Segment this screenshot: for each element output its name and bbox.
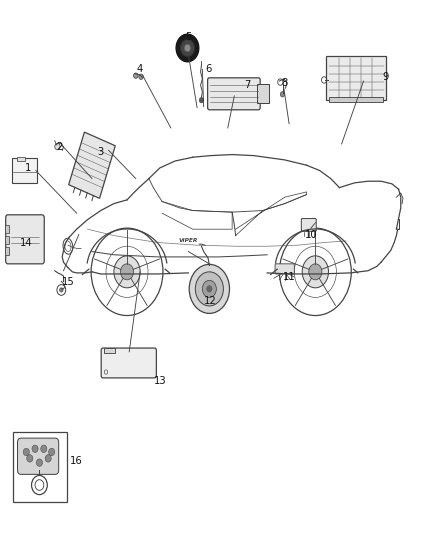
Circle shape	[302, 256, 328, 288]
Bar	[5, 247, 9, 255]
Circle shape	[36, 459, 42, 466]
FancyBboxPatch shape	[6, 215, 44, 264]
Bar	[5, 225, 9, 233]
Circle shape	[184, 44, 191, 52]
Circle shape	[309, 264, 322, 280]
Circle shape	[49, 448, 55, 456]
Circle shape	[32, 445, 38, 453]
Text: 5: 5	[185, 33, 191, 42]
FancyBboxPatch shape	[326, 56, 386, 100]
Text: 15: 15	[61, 278, 74, 287]
FancyBboxPatch shape	[208, 78, 260, 110]
Text: 12: 12	[204, 296, 217, 306]
Circle shape	[176, 34, 199, 62]
Bar	[13, 432, 67, 502]
Text: 16: 16	[70, 456, 83, 466]
Circle shape	[207, 286, 212, 292]
Text: 1: 1	[25, 163, 32, 173]
Circle shape	[60, 288, 63, 292]
Text: VIPER: VIPER	[179, 238, 198, 244]
Text: 7: 7	[244, 80, 251, 90]
Text: 9: 9	[382, 72, 389, 82]
FancyBboxPatch shape	[18, 438, 59, 474]
Circle shape	[195, 272, 223, 306]
Text: 6: 6	[205, 64, 211, 74]
Circle shape	[45, 455, 51, 462]
Circle shape	[134, 73, 138, 78]
Text: 3: 3	[98, 147, 104, 157]
Polygon shape	[69, 132, 115, 198]
Bar	[5, 236, 9, 244]
Text: 2: 2	[56, 142, 62, 151]
FancyBboxPatch shape	[301, 219, 316, 231]
Text: 13: 13	[154, 376, 166, 386]
Circle shape	[41, 445, 47, 453]
Bar	[329, 97, 383, 102]
Bar	[17, 157, 25, 161]
Text: 4: 4	[137, 64, 143, 74]
FancyBboxPatch shape	[257, 84, 269, 103]
Text: 10: 10	[305, 230, 317, 239]
FancyBboxPatch shape	[101, 348, 156, 378]
Text: 14: 14	[20, 238, 32, 247]
Text: 8: 8	[282, 78, 288, 87]
FancyBboxPatch shape	[12, 158, 37, 183]
Circle shape	[23, 448, 29, 456]
Circle shape	[55, 143, 60, 150]
Circle shape	[280, 92, 285, 97]
Circle shape	[189, 264, 230, 313]
Text: 11: 11	[283, 272, 296, 282]
Circle shape	[199, 98, 204, 103]
Circle shape	[202, 280, 216, 297]
Circle shape	[27, 455, 33, 462]
Circle shape	[180, 39, 194, 56]
Circle shape	[139, 74, 143, 79]
Circle shape	[114, 256, 140, 288]
Bar	[104, 348, 115, 353]
Circle shape	[120, 264, 134, 280]
FancyBboxPatch shape	[275, 264, 294, 274]
